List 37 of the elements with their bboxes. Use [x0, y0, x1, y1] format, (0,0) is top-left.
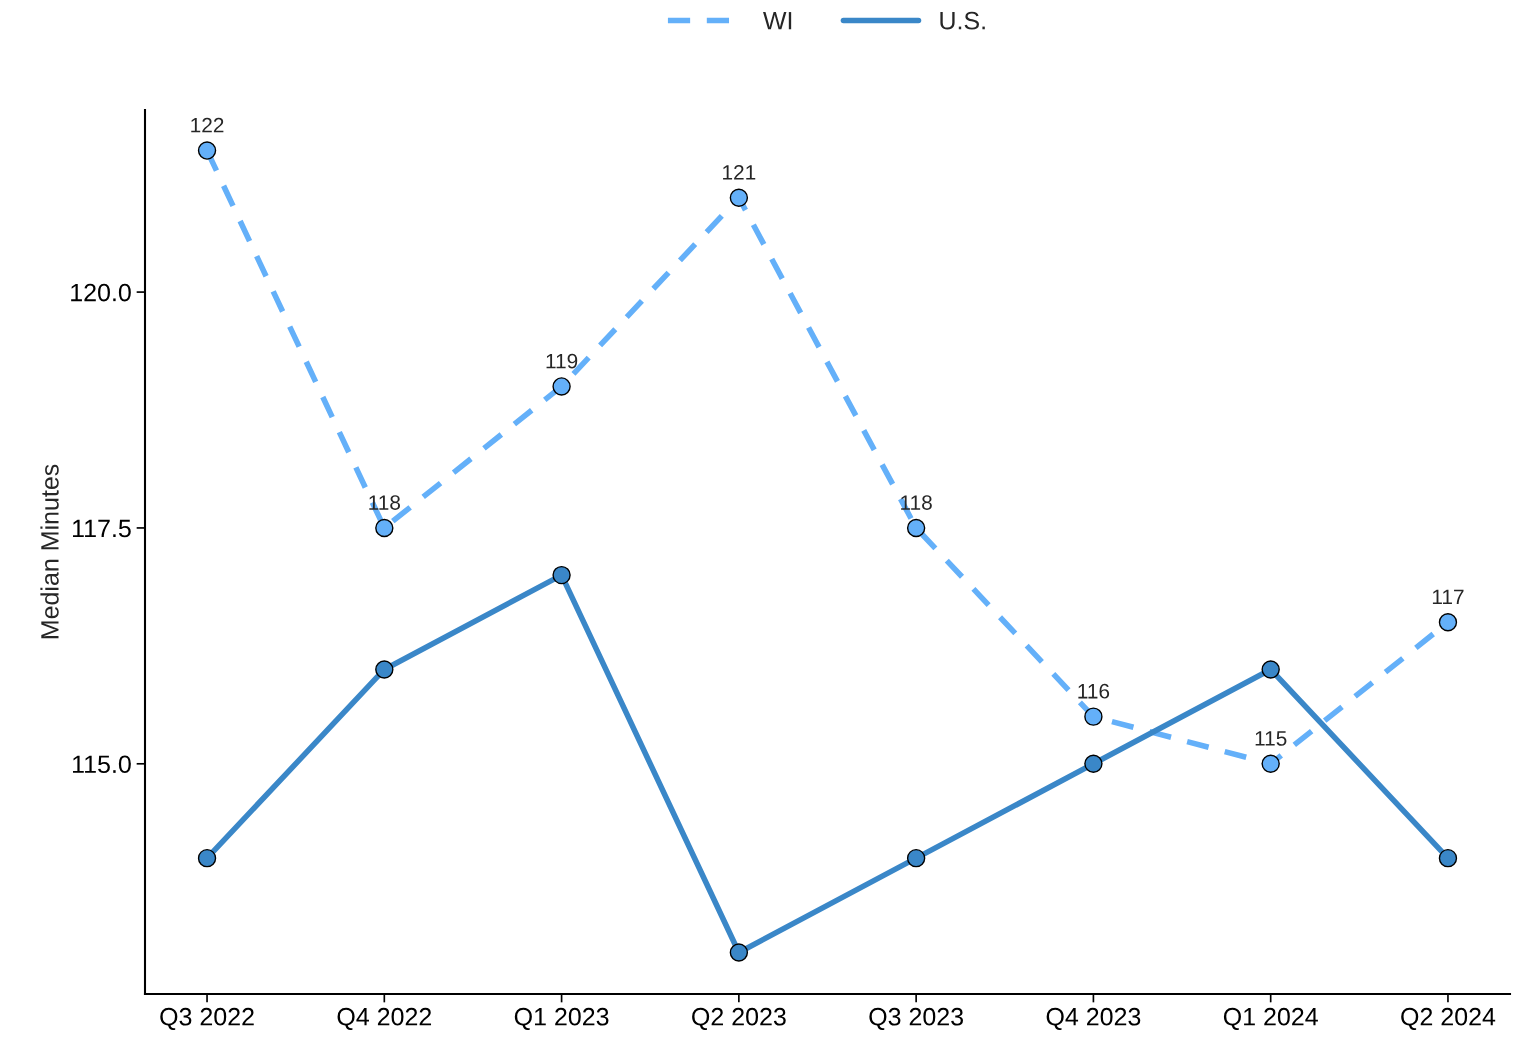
point	[1084, 754, 1103, 774]
point	[1438, 613, 1458, 632]
x-tick-label: Q1 2023	[514, 1007, 609, 1031]
data-label: 122	[191, 117, 224, 133]
point	[906, 848, 926, 868]
x-tick-label: Q4 2022	[337, 1007, 432, 1031]
point	[375, 518, 394, 538]
point	[197, 848, 217, 868]
data-label: 118	[369, 495, 401, 510]
point	[375, 660, 394, 679]
data-label: 117	[1432, 589, 1464, 605]
point	[1261, 754, 1280, 774]
point	[729, 188, 749, 207]
point	[729, 943, 749, 962]
y-tick-label: 115.0	[73, 755, 131, 774]
legend-label: WI	[763, 12, 792, 30]
x-tick-label: Q2 2024	[1401, 1007, 1496, 1031]
point	[1438, 848, 1458, 868]
point	[552, 565, 571, 585]
x-tick-label: Q4 2023	[1046, 1007, 1141, 1031]
point	[552, 377, 571, 396]
data-label: 115	[1255, 731, 1287, 746]
legend-label: U.S.	[940, 11, 985, 30]
point	[1084, 707, 1103, 726]
point	[1261, 660, 1280, 679]
x-tick-label: Q3 2022	[160, 1007, 254, 1031]
y-tick-label: 120.0	[71, 283, 131, 302]
x-tick-label: Q2 2023	[692, 1007, 786, 1031]
data-label: 121	[723, 164, 756, 180]
point	[906, 518, 926, 538]
x-tick-label: Q1 2024	[1223, 1007, 1318, 1031]
point	[197, 141, 217, 160]
x-tick-label: Q3 2023	[869, 1007, 963, 1031]
y-axis-title: Median Minutes	[40, 464, 59, 639]
y-tick-label: 117.5	[73, 519, 131, 538]
data-label: 119	[546, 353, 578, 369]
data-label: 116	[1078, 683, 1110, 699]
